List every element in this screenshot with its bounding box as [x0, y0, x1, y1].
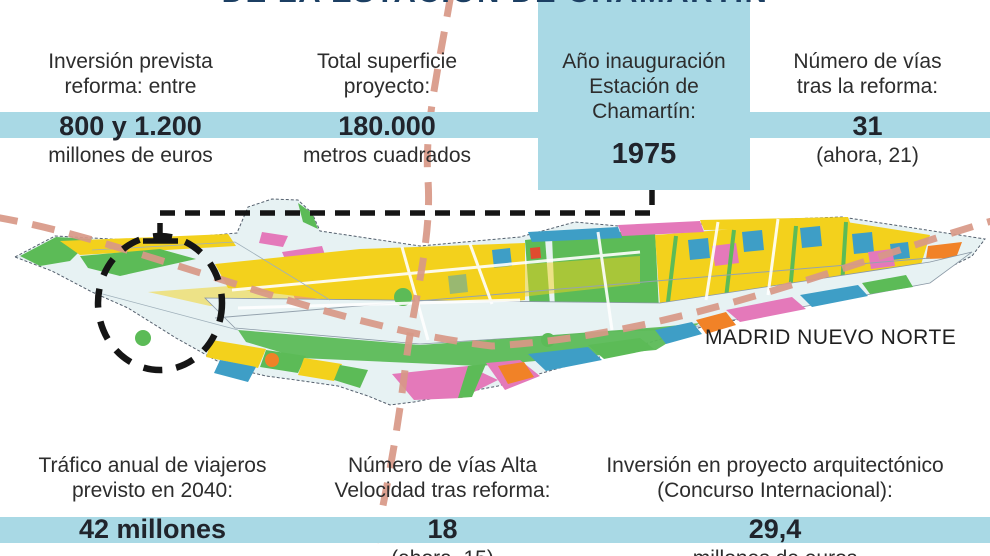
stat-tracks: Número de vías tras la reforma: 31 (ahor… [755, 49, 980, 168]
callout-dashed-line [157, 190, 655, 238]
stat-value: 800 y 1.200 [59, 111, 202, 141]
stat-label-line: proyecto: [343, 75, 431, 98]
stat-label-line: Total superficie [316, 50, 458, 73]
stat-value: 29,4 [748, 514, 802, 544]
route-dashed-arc-horizontal [0, 214, 990, 350]
stat-value: 1975 [611, 138, 677, 170]
bottom-value-band [0, 517, 990, 543]
stat-value: 180.000 [338, 111, 436, 141]
highlight-circle [94, 232, 226, 374]
stat-label-line: Año inauguración [562, 50, 726, 73]
stat-value: 31 [852, 111, 883, 141]
stat-unit: millones de euros [48, 144, 213, 167]
stat-label-line: previsto en 2040: [71, 479, 234, 502]
route-dashed-arc-vertical [368, 0, 454, 556]
page-title: DE LA ESTACIÓN DE CHAMARTÍN [0, 0, 990, 10]
stat-label-line: reforma: entre [64, 75, 197, 98]
stat-annual-traffic: Tráfico anual de viajeros previsto en 20… [10, 453, 295, 544]
stat-value: 42 millones [78, 514, 227, 544]
stat-inauguration-year: Año inauguración Estación de Chamartín: … [538, 49, 750, 170]
inauguration-highlight-box [538, 0, 750, 190]
stat-label-line: Número de vías Alta [347, 454, 538, 477]
stat-hs-tracks: Número de vías Alta Velocidad tras refor… [330, 453, 555, 556]
stat-investment: Inversión prevista reforma: entre 800 y … [8, 49, 253, 168]
stat-label-line: Inversión prevista [48, 50, 213, 73]
stat-label-line: Chamartín: [592, 100, 696, 123]
top-value-band [0, 112, 990, 138]
stat-label-line: Velocidad tras reforma: [334, 479, 551, 502]
stat-unit: metros cuadrados [302, 144, 472, 167]
stat-label-line: tras la reforma: [796, 75, 939, 98]
stat-unit: (ahora, 21) [816, 144, 919, 167]
stat-value: 18 [427, 514, 458, 544]
stat-unit: (ahora, 15) [330, 546, 555, 556]
stat-surface: Total superficie proyecto: 180.000 metro… [262, 49, 512, 168]
stat-label-line: Estación de [589, 75, 699, 98]
stat-architecture-investment: Inversión en proyecto arquitectónico (Co… [570, 453, 980, 556]
stat-label-line: Número de vías [793, 50, 942, 73]
region-label: MADRID NUEVO NORTE [705, 326, 957, 349]
stat-unit: millones de euros [570, 546, 980, 556]
stat-label-line: Inversión en proyecto arquitectónico [606, 454, 944, 477]
stat-label-line: (Concurso Internacional): [657, 479, 893, 502]
stat-label-line: Tráfico anual de viajeros [38, 454, 267, 477]
